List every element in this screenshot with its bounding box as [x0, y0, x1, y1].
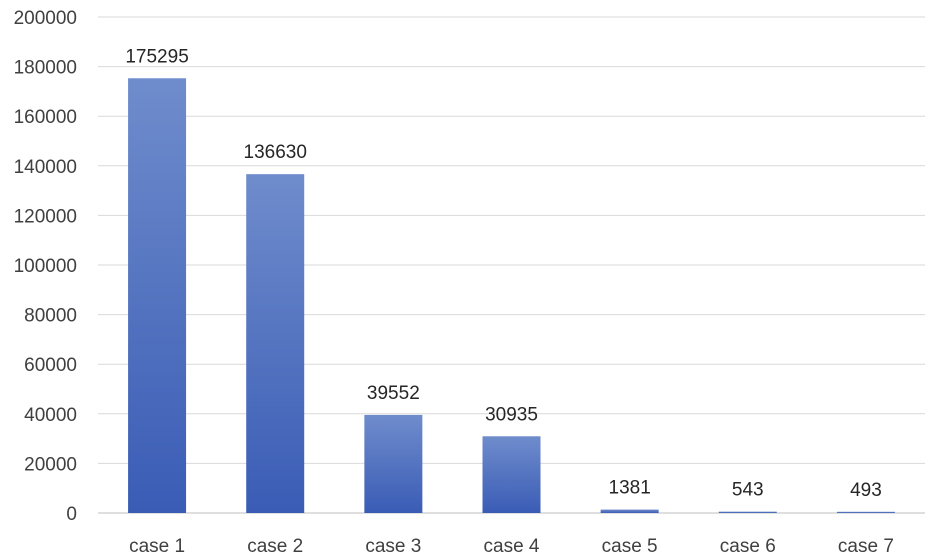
y-tick-label: 0: [66, 504, 77, 525]
bar: [482, 436, 541, 513]
data-label: 1381: [609, 478, 651, 499]
bar: [718, 511, 777, 513]
y-tick-label: 80000: [24, 306, 77, 327]
data-label: 136630: [244, 142, 307, 163]
data-label: 543: [732, 480, 764, 501]
gridlines: [98, 16, 925, 514]
x-category-label: case 1: [129, 536, 185, 557]
x-category-label: case 5: [602, 536, 658, 557]
y-tick-label: 120000: [14, 206, 77, 227]
y-tick-label: 20000: [24, 454, 77, 475]
bars: [128, 78, 895, 513]
y-tick-label: 140000: [14, 157, 77, 178]
x-category-label: case 2: [247, 536, 303, 557]
x-category-label: case 4: [484, 536, 540, 557]
y-tick-label: 200000: [14, 8, 77, 29]
data-label: 39552: [367, 383, 420, 404]
bar: [364, 414, 423, 513]
y-tick-label: 160000: [14, 107, 77, 128]
data-labels: 175295 136630 39552 30935 1381 543 493: [125, 46, 881, 501]
y-tick-label: 60000: [24, 355, 77, 376]
y-tick-label: 40000: [24, 405, 77, 426]
x-category-label: case 7: [838, 536, 894, 557]
bar: [600, 509, 659, 513]
y-tick-label: 100000: [14, 256, 77, 277]
data-label: 175295: [125, 46, 188, 67]
y-axis-tick-labels: 0 20000 40000 60000 80000 100000 120000 140000 1…: [14, 8, 77, 525]
x-category-label: case 3: [365, 536, 421, 557]
bar: [128, 78, 187, 513]
x-axis-category-labels: case 1 case 2 case 3 case 4 case 5 case 6 case…: [129, 536, 894, 557]
y-tick-label: 180000: [14, 58, 77, 79]
bar: [246, 174, 305, 513]
data-label: 30935: [485, 404, 538, 425]
bar: [836, 511, 895, 513]
data-label: 493: [850, 480, 882, 501]
x-category-label: case 6: [720, 536, 776, 557]
